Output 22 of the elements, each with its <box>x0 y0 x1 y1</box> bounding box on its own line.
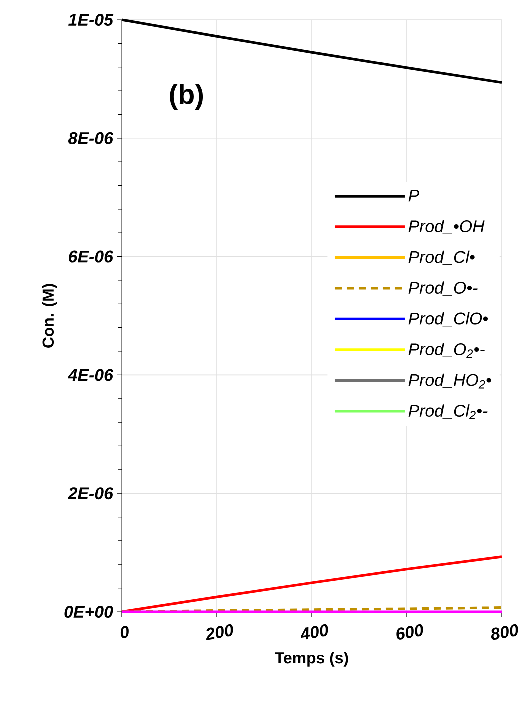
legend-label: P <box>408 190 420 202</box>
x-tick-label: 800 <box>491 624 518 640</box>
y-tick-label: 6E-06 <box>69 250 114 263</box>
x-tick-label: 0 <box>120 626 129 638</box>
y-tick-label: 4E-06 <box>68 369 114 382</box>
y-tick-label: 2E-06 <box>68 488 114 500</box>
legend-label: Prod_Cl• <box>408 250 475 266</box>
y-tick-label: 8E-06 <box>68 132 114 144</box>
legend-label: Prod_ClO• <box>408 312 488 327</box>
y-tick-label: 0E+00 <box>64 606 114 618</box>
legend-label: Prod_HO$_{2}$• <box>408 374 492 389</box>
y-axis-title: Con. (M) <box>42 284 58 348</box>
y-tick-label: 1E-05 <box>68 14 114 26</box>
legend-label: Prod_O$_{2}$•- <box>408 343 485 358</box>
legend-label: Prod_•OH <box>408 220 485 234</box>
annotation: (b) <box>170 84 204 110</box>
x-tick-label: 600 <box>396 624 424 640</box>
x-tick-label: 200 <box>206 624 234 641</box>
legend-label: Prod_Cl$_{2}$•- <box>408 404 488 420</box>
x-tick-label: 400 <box>301 624 328 640</box>
legend-label: Prod_O•- <box>408 282 478 296</box>
x-axis-title: Temps (s) <box>275 652 348 667</box>
